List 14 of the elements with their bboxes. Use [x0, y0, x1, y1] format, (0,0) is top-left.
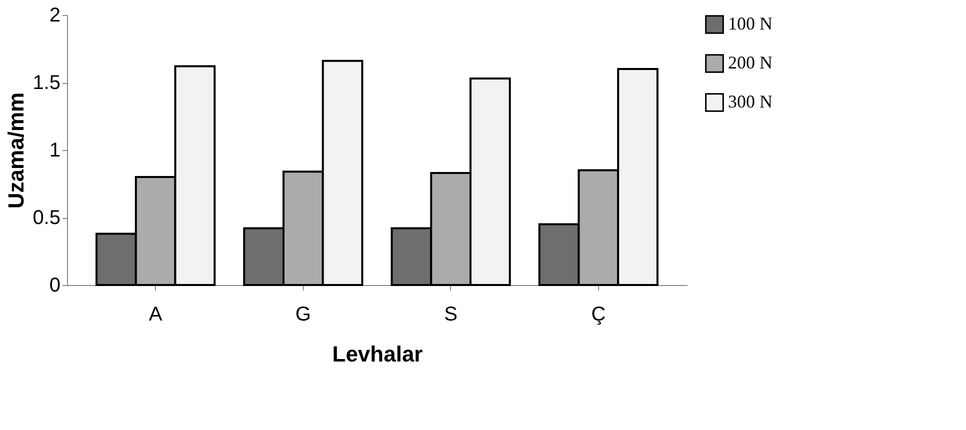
legend-label: 300 N	[728, 92, 772, 112]
x-axis-title: Levhalar	[332, 342, 424, 366]
legend-label: 200 N	[728, 52, 772, 72]
x-tick-label: G	[295, 304, 311, 326]
x-tick-label: Ç	[591, 304, 606, 326]
y-tick-label: 2	[49, 4, 60, 26]
y-tick-label: 1	[49, 140, 60, 162]
y-tick-label: 0.5	[32, 207, 60, 229]
y-tick-label: 0	[49, 274, 60, 296]
x-tick-label: S	[444, 304, 458, 326]
x-tick-label: A	[148, 304, 163, 326]
legend-label: 100 N	[728, 14, 772, 34]
y-axis-title: Uzama/mm	[4, 92, 29, 209]
y-tick-label: 1.5	[32, 72, 60, 94]
